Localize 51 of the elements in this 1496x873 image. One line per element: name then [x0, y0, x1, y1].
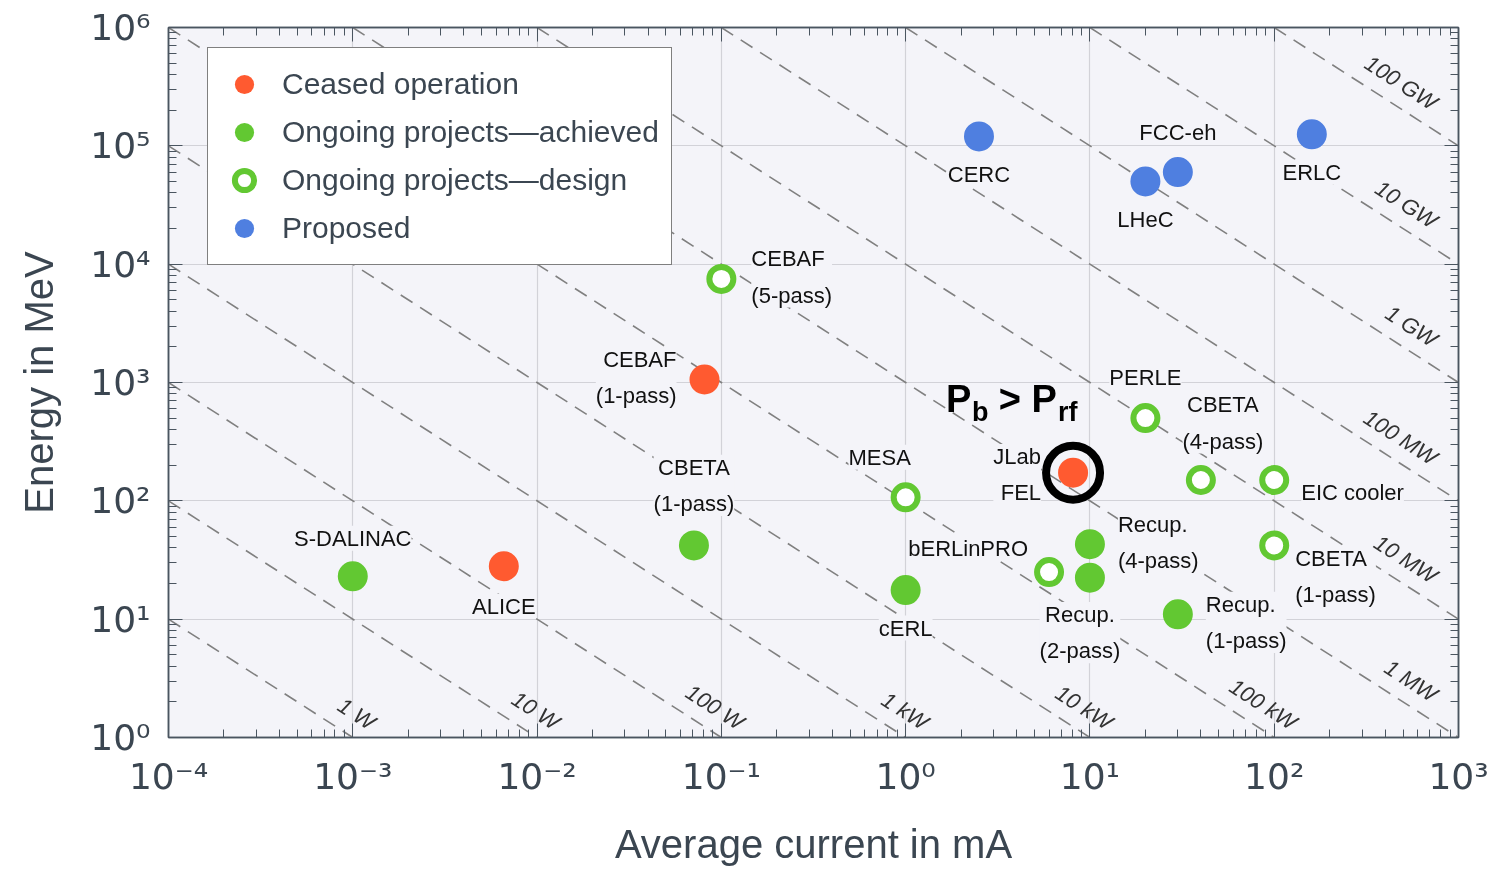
y-tick-label: 10¹	[90, 598, 151, 640]
annotation: cERL	[878, 615, 933, 641]
y-tick-label: 10⁴	[90, 243, 151, 285]
y-tick-label: 10⁰	[90, 717, 151, 758]
x-tick-label: 10¹	[1059, 755, 1121, 797]
legend-label: Proposed	[282, 211, 411, 245]
annotation: bERLinPRO	[908, 535, 1029, 561]
annotation: 10 GW	[1370, 175, 1444, 235]
y-tick-label: 10²	[90, 480, 151, 522]
annotation: Recup. (2-pass)	[1039, 602, 1121, 664]
annotation: 1 MW	[1379, 654, 1444, 709]
annotation: EIC cooler	[1301, 480, 1404, 506]
annotation: 100 kW	[1225, 673, 1304, 737]
y-tick-label: 10³	[90, 362, 151, 403]
annotation: CEBAF (1-pass)	[595, 346, 677, 409]
annotation: CEBAF (5-pass)	[751, 246, 833, 308]
annotation: ERLC	[1282, 159, 1342, 185]
annotation: CBETA (4-pass)	[1182, 392, 1264, 454]
annotation: 10 W	[507, 686, 567, 737]
y-tick-label: 10⁵	[90, 125, 151, 167]
annotation: 1 W	[333, 692, 382, 737]
annotation: Recup. (4-pass)	[1117, 511, 1199, 573]
annotation: CERC	[947, 161, 1011, 187]
annotation: JLab FEL	[993, 444, 1042, 506]
x-axis-title: Average current in mA	[614, 821, 1013, 866]
y-tick-label: 10⁶	[90, 7, 151, 48]
annotation: 100 MW	[1359, 404, 1444, 472]
x-tick-label: 10⁻¹	[681, 755, 761, 797]
annotation: FCC-eh	[1139, 119, 1217, 145]
y-axis-title: Energy in MeV	[17, 251, 62, 514]
annotation: LHeC	[1117, 206, 1174, 232]
x-tick-label: 10⁻²	[497, 755, 577, 797]
x-tick-label: 10³	[1428, 755, 1489, 797]
annotation: 100 W	[681, 679, 751, 737]
annotation: 1 kW	[877, 686, 935, 737]
annotation: CBETA (1-pass)	[653, 454, 735, 517]
annotation: 1 GW	[1380, 300, 1444, 354]
legend-label: Ongoing projects—achieved	[282, 115, 659, 149]
x-tick-label: 10⁻³	[313, 755, 393, 797]
annotation: 10 kW	[1051, 680, 1119, 737]
x-tick-label: 10²	[1244, 755, 1305, 797]
annotation: ALICE	[472, 593, 536, 619]
x-tick-label: 10⁰	[875, 755, 936, 797]
legend-label: Ongoing projects—design	[282, 163, 628, 197]
annotation: MESA	[848, 444, 912, 470]
legend-label: Ceased operation	[282, 67, 519, 101]
x-tick-label: 10⁻⁴	[128, 755, 209, 797]
annotation: S-DALINAC	[294, 525, 412, 551]
annotation: Recup. (1-pass)	[1205, 591, 1287, 653]
annotation: 100 GW	[1360, 50, 1444, 117]
annotation: PERLE	[1109, 364, 1182, 390]
